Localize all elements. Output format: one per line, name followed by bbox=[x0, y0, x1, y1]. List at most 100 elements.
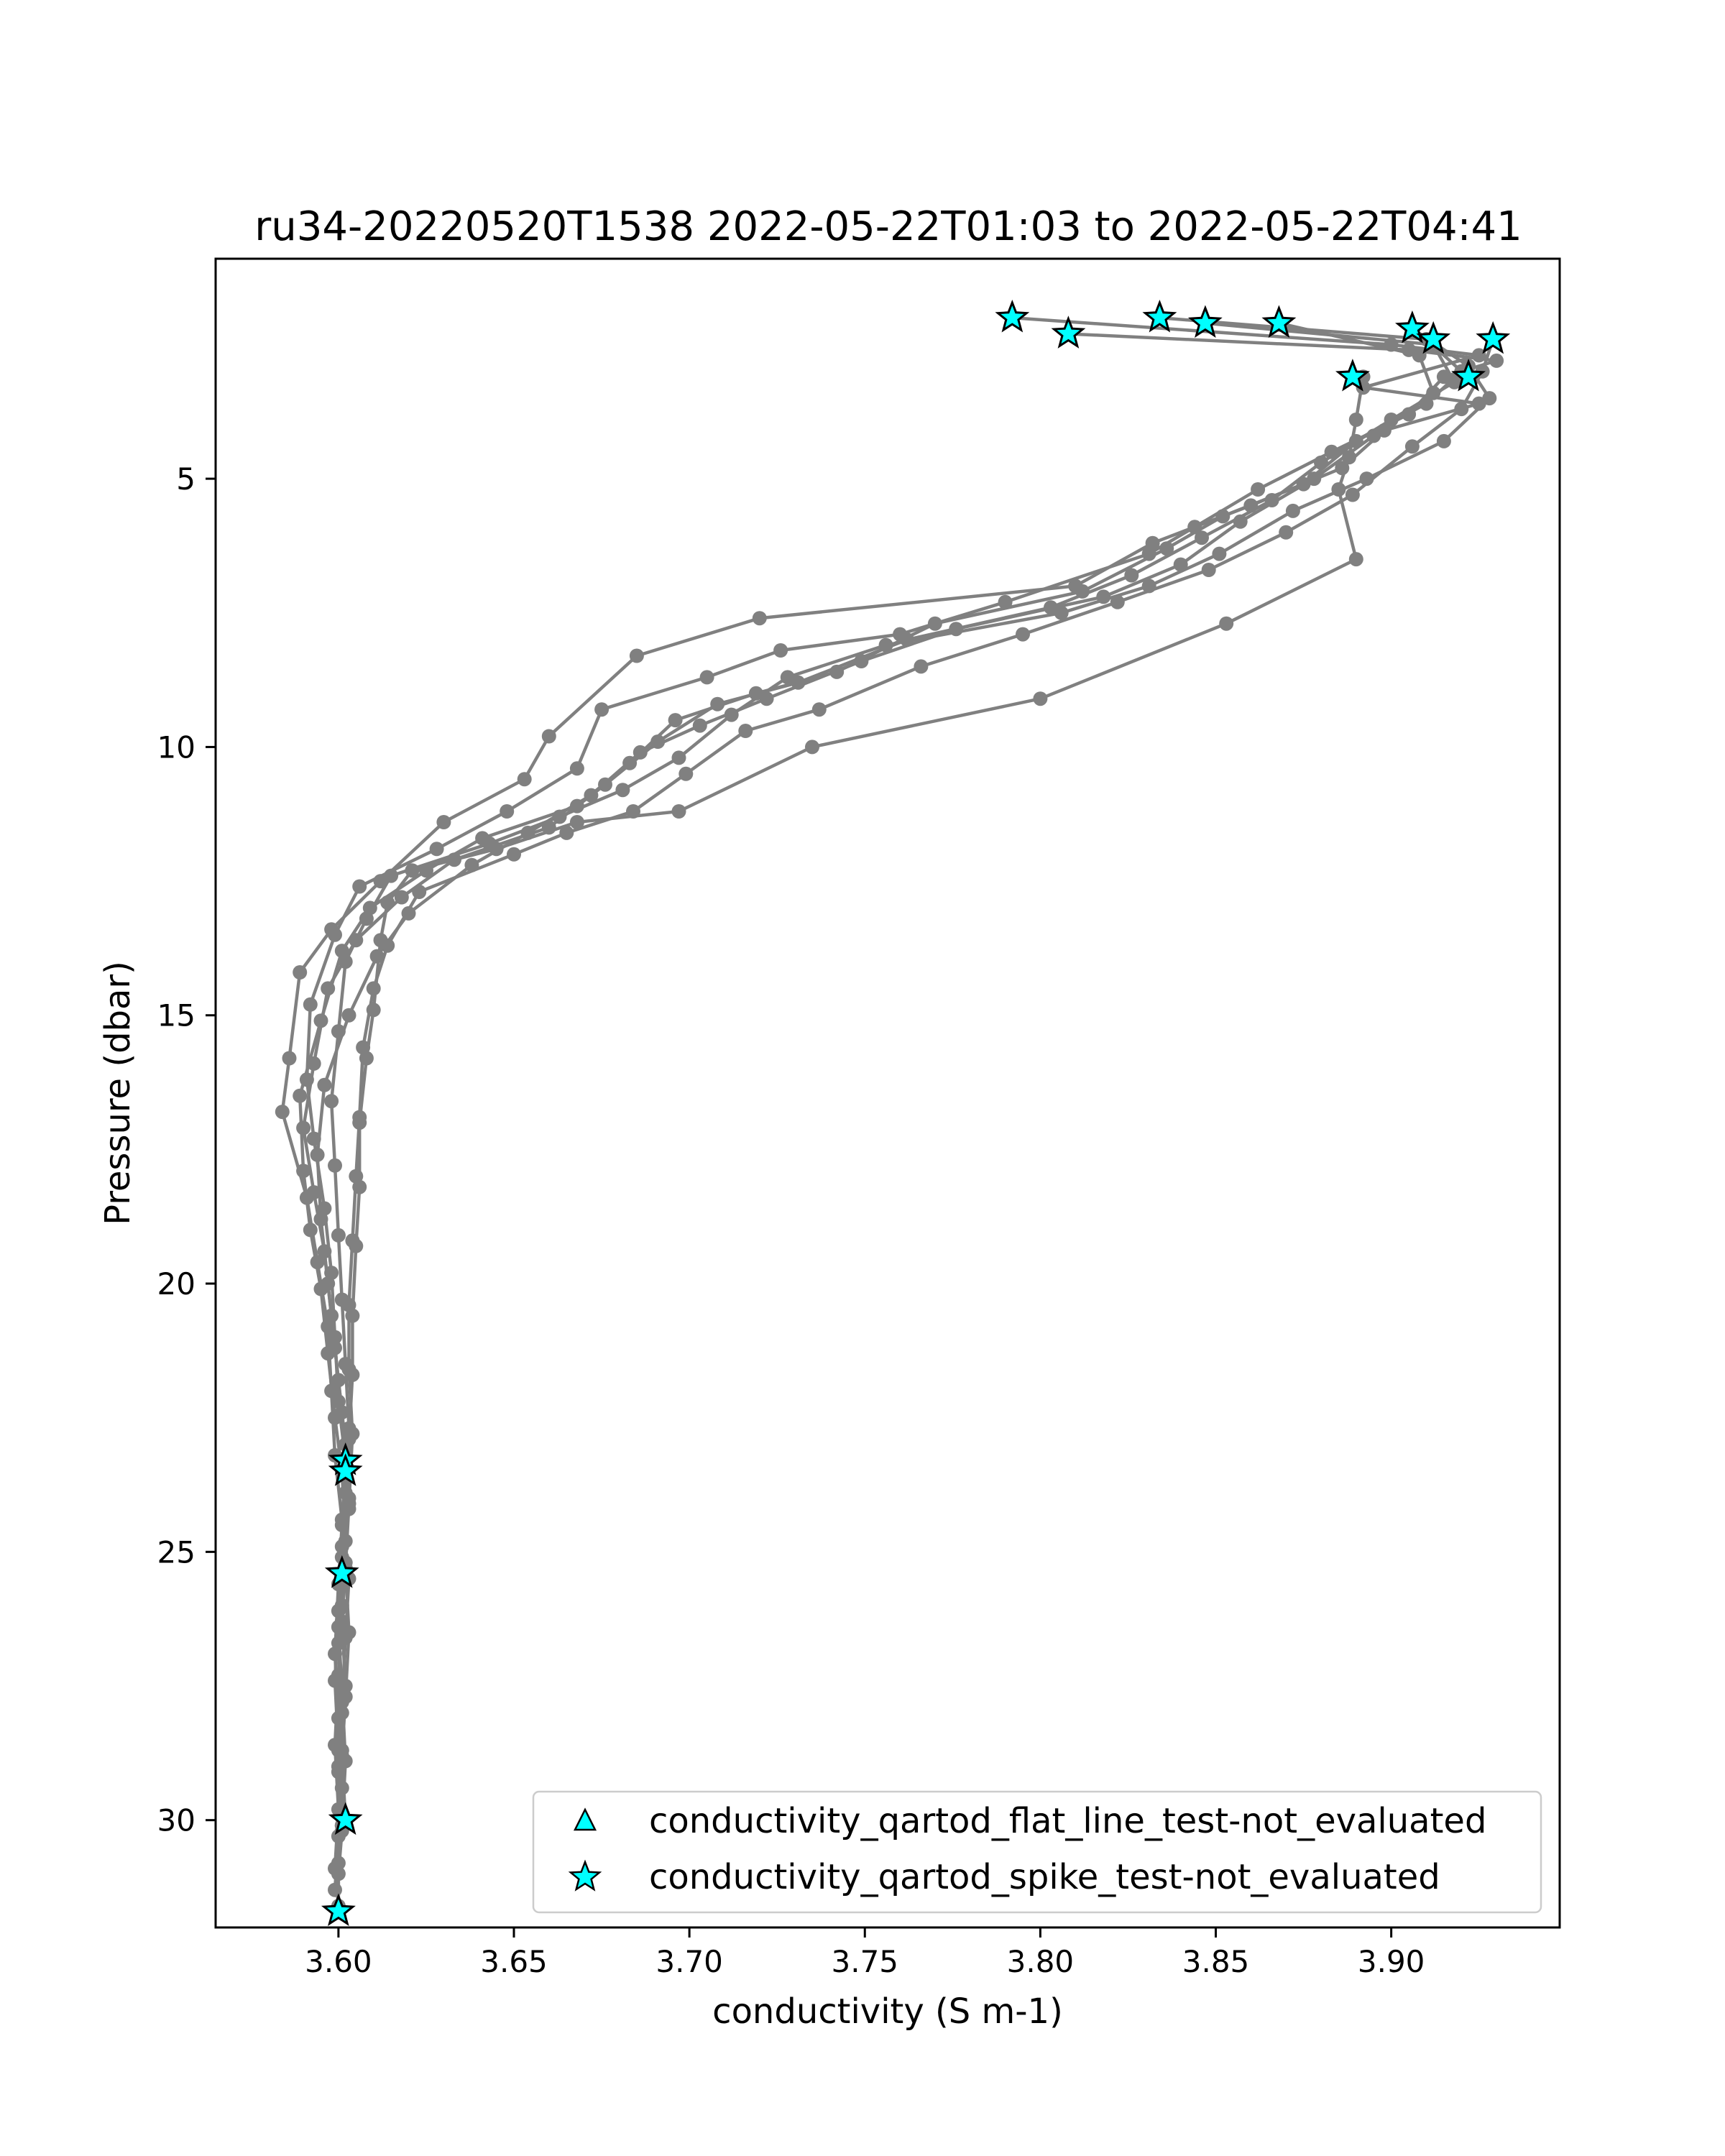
data-point bbox=[678, 766, 694, 781]
data-point bbox=[1482, 391, 1497, 406]
legend-star-icon bbox=[568, 1859, 602, 1892]
data-point bbox=[306, 1056, 321, 1071]
x-tick-label: 3.65 bbox=[480, 1944, 548, 1979]
data-point bbox=[334, 944, 349, 959]
data-point bbox=[373, 933, 388, 948]
y-tick-label: 20 bbox=[157, 1266, 196, 1302]
spike-test-marker bbox=[1416, 321, 1451, 354]
data-point bbox=[296, 1120, 311, 1135]
data-point bbox=[517, 772, 532, 787]
data-point bbox=[331, 1856, 346, 1871]
data-point bbox=[338, 954, 353, 969]
legend-triangle-icon bbox=[573, 1807, 597, 1831]
data-point bbox=[1412, 348, 1427, 363]
data-point bbox=[366, 1003, 381, 1018]
legend-box bbox=[532, 1790, 1542, 1914]
data-point bbox=[507, 847, 521, 862]
data-point bbox=[328, 927, 342, 942]
data-point bbox=[559, 825, 574, 840]
data-point bbox=[328, 1340, 342, 1355]
data-point bbox=[405, 863, 420, 878]
data-point bbox=[282, 1051, 297, 1066]
spike-test-marker bbox=[1051, 315, 1086, 349]
data-point bbox=[569, 815, 584, 829]
data-point bbox=[1348, 413, 1363, 427]
y-tick-label: 10 bbox=[157, 729, 196, 765]
data-point bbox=[1447, 374, 1462, 390]
data-point bbox=[341, 1491, 356, 1506]
data-point bbox=[615, 783, 630, 798]
data-point bbox=[1110, 594, 1125, 609]
data-point bbox=[328, 1158, 342, 1173]
data-point bbox=[321, 1276, 336, 1291]
data-point bbox=[331, 1024, 346, 1039]
data-point bbox=[352, 1179, 367, 1194]
series-line bbox=[329, 327, 1491, 1826]
data-point bbox=[341, 1008, 356, 1023]
data-point bbox=[436, 815, 451, 829]
data-point bbox=[334, 1614, 349, 1629]
data-point bbox=[324, 1094, 339, 1109]
data-point bbox=[927, 616, 942, 631]
data-point bbox=[366, 981, 381, 996]
data-point bbox=[773, 643, 788, 658]
x-tick-label: 3.75 bbox=[832, 1944, 899, 1979]
x-tick-label: 3.90 bbox=[1358, 1944, 1425, 1979]
data-point bbox=[710, 696, 725, 711]
data-point bbox=[699, 670, 714, 685]
data-point bbox=[552, 809, 567, 824]
data-point bbox=[780, 670, 795, 685]
spike-test-marker bbox=[324, 1555, 359, 1588]
data-point bbox=[998, 594, 1013, 609]
data-point bbox=[584, 788, 599, 803]
data-point bbox=[1233, 514, 1248, 529]
data-point bbox=[1307, 471, 1322, 487]
data-point bbox=[1159, 541, 1174, 556]
data-point bbox=[341, 1432, 356, 1447]
data-point bbox=[668, 713, 683, 728]
data-point bbox=[489, 842, 504, 857]
data-point bbox=[341, 1625, 356, 1640]
data-point bbox=[594, 702, 610, 717]
data-point bbox=[359, 911, 374, 926]
data-point bbox=[1215, 509, 1230, 524]
data-point bbox=[805, 740, 819, 755]
data-point bbox=[541, 729, 556, 744]
data-point bbox=[1454, 402, 1469, 417]
legend-label-flat-line: conductivity_qartod_flat_line_test-not_e… bbox=[649, 1801, 1486, 1841]
data-point bbox=[331, 1227, 346, 1243]
x-tick-label: 3.70 bbox=[656, 1944, 723, 1979]
data-point bbox=[296, 1164, 311, 1179]
data-point bbox=[321, 981, 336, 996]
data-point bbox=[303, 1222, 318, 1238]
data-point bbox=[293, 1088, 308, 1103]
data-point bbox=[1384, 413, 1399, 427]
data-point bbox=[338, 1679, 353, 1693]
data-point bbox=[349, 1238, 364, 1253]
data-point bbox=[1331, 482, 1346, 497]
data-point bbox=[811, 702, 827, 717]
series-line bbox=[340, 376, 1365, 1826]
data-point bbox=[429, 842, 444, 857]
spike-test-marker bbox=[1451, 359, 1486, 392]
data-point bbox=[317, 1077, 332, 1092]
data-point bbox=[671, 804, 686, 819]
data-point bbox=[1201, 563, 1216, 577]
data-point bbox=[1489, 353, 1504, 368]
spike-test-marker bbox=[321, 1893, 356, 1926]
data-point bbox=[500, 804, 515, 819]
data-point bbox=[313, 1212, 328, 1227]
data-point bbox=[394, 890, 409, 905]
y-axis-label: Pressure (dbar) bbox=[98, 961, 138, 1225]
spike-test-marker bbox=[1395, 310, 1430, 344]
legend-label-spike: conductivity_qartod_spike_test-not_evalu… bbox=[649, 1857, 1440, 1897]
series-8 bbox=[334, 369, 1371, 1833]
spike-test-marker bbox=[328, 1802, 363, 1835]
data-point bbox=[352, 879, 367, 894]
data-point bbox=[1279, 525, 1294, 540]
data-point bbox=[328, 1882, 342, 1897]
marker-layer bbox=[321, 299, 1511, 1926]
data-point bbox=[1348, 552, 1363, 567]
data-point bbox=[310, 1147, 325, 1162]
